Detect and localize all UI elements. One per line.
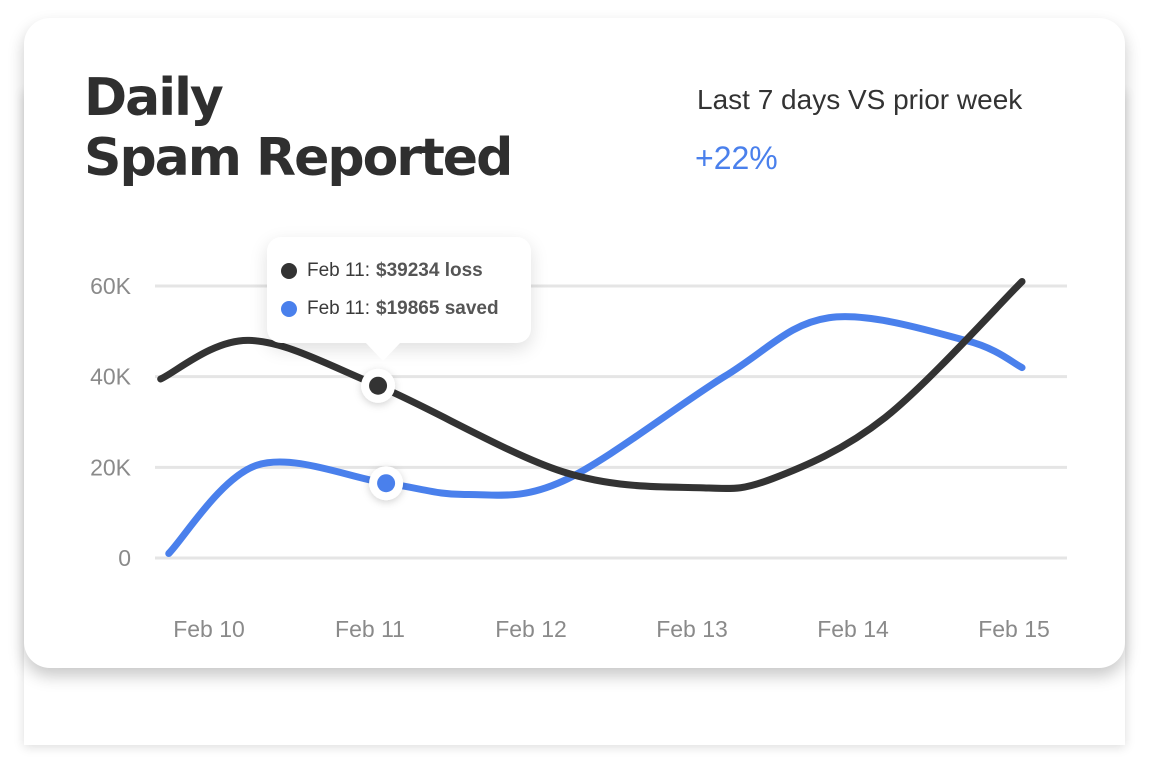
title-line-2: Spam Reported [84, 128, 513, 188]
y-axis-ticks: 0 20K 40K 60K [90, 273, 132, 571]
y-tick-label: 0 [118, 545, 131, 571]
series-lines [157, 277, 1026, 557]
page-title: Daily Spam Reported [84, 68, 513, 188]
tooltip-row-saved: Feb 11: $19865 saved [281, 295, 499, 323]
x-tick-label: Feb 12 [495, 616, 567, 642]
loss-series-line [157, 277, 1026, 492]
saved-dot-icon [281, 301, 297, 317]
loss-marker [369, 376, 388, 395]
x-tick-label: Feb 15 [978, 616, 1050, 642]
y-tick-label: 60K [90, 273, 132, 299]
highlight-markers [361, 368, 404, 501]
tooltip-date: Feb 11: [307, 298, 371, 319]
x-tick-label: Feb 14 [817, 616, 889, 642]
chart-card: Daily Spam Reported Last 7 days VS prior… [24, 18, 1125, 668]
x-tick-label: Feb 10 [173, 616, 245, 642]
tooltip-row-loss: Feb 11: $39234 loss [281, 257, 483, 285]
y-tick-label: 20K [90, 454, 132, 480]
saved-series-line [165, 313, 1026, 557]
x-tick-label: Feb 13 [656, 616, 728, 642]
tooltip-date: Feb 11: [307, 260, 371, 281]
x-tick-label: Feb 11 [335, 616, 405, 642]
tooltip-value: $39234 loss [376, 260, 483, 281]
saved-marker [377, 474, 396, 493]
tooltip: Feb 11: $39234 loss Feb 11: $19865 saved [267, 237, 531, 361]
comparison-value: +22% [695, 140, 778, 176]
y-tick-label: 40K [90, 364, 132, 390]
title-line-1: Daily [84, 68, 224, 128]
tooltip-value: $19865 saved [376, 298, 499, 319]
comparison-label: Last 7 days VS prior week [697, 84, 1023, 115]
loss-dot-icon [281, 263, 297, 279]
x-axis-ticks: Feb 10 Feb 11 Feb 12 Feb 13 Feb 14 Feb 15 [173, 616, 1050, 642]
